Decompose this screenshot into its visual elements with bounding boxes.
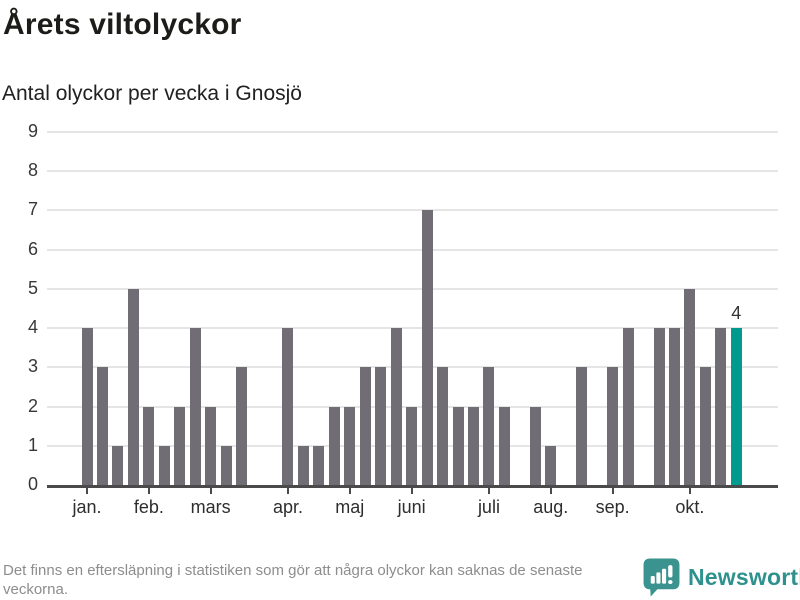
bar-week-7 xyxy=(174,406,186,485)
gridline-y4 xyxy=(47,327,778,330)
bar-week-39 xyxy=(668,328,680,485)
y-axis-label-8: 8 xyxy=(27,160,38,181)
x-tick-okt xyxy=(688,488,691,494)
bar-week-27 xyxy=(483,367,495,485)
bar-week-14 xyxy=(282,328,294,485)
x-tick-feb xyxy=(147,488,150,494)
x-axis-label-maj: maj xyxy=(335,497,365,517)
bar-week-42 xyxy=(715,328,727,485)
bar-week-19 xyxy=(359,367,371,485)
y-axis-label-3: 3 xyxy=(27,356,38,377)
y-axis-label-9: 9 xyxy=(27,121,38,141)
x-axis-label-sep: sep. xyxy=(595,497,630,517)
gridline-y5 xyxy=(47,287,778,290)
x-axis-label-aug: aug. xyxy=(533,497,569,517)
footer-note: Det finns en eftersläpning i statistiken… xyxy=(3,562,583,598)
gridline-y6 xyxy=(47,248,778,251)
bar-week-35 xyxy=(607,367,619,485)
bar-week-15 xyxy=(297,445,309,485)
bar-week-8 xyxy=(189,328,201,485)
bar-week-36 xyxy=(622,328,634,485)
bar-week-38 xyxy=(653,328,665,485)
bar-week-6 xyxy=(158,445,170,485)
bar-week-28 xyxy=(498,406,510,485)
bar-week-11 xyxy=(236,367,248,485)
bar-week-17 xyxy=(328,406,340,485)
x-tick-mars xyxy=(209,488,212,494)
bar-week-1 xyxy=(81,328,93,485)
y-axis-label-7: 7 xyxy=(27,199,38,220)
gridline-y8 xyxy=(47,170,778,173)
bar-week-30 xyxy=(529,406,541,485)
y-axis-label-6: 6 xyxy=(27,238,38,259)
gridline-y3 xyxy=(47,366,778,369)
x-axis-label-okt: okt. xyxy=(675,497,705,517)
bar-week-24 xyxy=(437,367,449,485)
x-axis-label-mars: mars xyxy=(190,497,231,517)
y-axis-label-2: 2 xyxy=(27,395,38,416)
x-tick-aug xyxy=(549,488,552,494)
bar-week-40 xyxy=(684,288,696,485)
x-tick-maj xyxy=(348,488,351,494)
x-tick-juli xyxy=(487,488,490,494)
bar-week-25 xyxy=(452,406,464,485)
gridline-y7 xyxy=(47,209,778,212)
page-title: Årets viltolyckor xyxy=(3,8,242,41)
bar-week-20 xyxy=(375,367,387,485)
bar-week-22 xyxy=(406,406,418,485)
brand-logo: Newsworthy xyxy=(643,558,800,597)
bar-week-10 xyxy=(220,445,232,485)
bar-week-4 xyxy=(127,288,139,485)
bar-week-16 xyxy=(313,445,325,485)
x-axis-label-feb: feb. xyxy=(133,497,164,517)
bar-week-9 xyxy=(205,406,217,485)
brand-name: Newsworthy xyxy=(688,564,800,590)
bar-week-2 xyxy=(96,367,108,485)
x-axis-line xyxy=(47,485,778,488)
bar-week-31 xyxy=(545,445,557,485)
x-tick-sep xyxy=(611,488,614,494)
y-axis-label-4: 4 xyxy=(27,317,38,338)
highlight-value-label: 4 xyxy=(731,303,742,324)
bar-week-3 xyxy=(112,445,124,485)
x-axis-label-juli: juli xyxy=(477,497,500,517)
x-axis-label-juni: juni xyxy=(397,497,426,517)
bar-week-5 xyxy=(143,406,155,485)
newsworthy-logo-icon xyxy=(643,558,680,597)
x-tick-juni xyxy=(410,488,413,494)
chart-subtitle: Antal olyckor per vecka i Gnosjö xyxy=(2,82,302,105)
x-tick-apr xyxy=(286,488,289,494)
bar-week-43 xyxy=(730,328,742,485)
x-axis-label-jan: jan. xyxy=(72,497,102,517)
bar-week-21 xyxy=(390,328,402,485)
y-axis-label-5: 5 xyxy=(27,277,38,298)
x-tick-jan xyxy=(86,488,88,494)
y-axis-label-1: 1 xyxy=(27,434,38,455)
bar-week-23 xyxy=(421,210,433,485)
bar-week-26 xyxy=(468,406,479,485)
gridline-y9 xyxy=(47,131,778,133)
bar-week-41 xyxy=(699,367,711,485)
y-axis-label-0: 0 xyxy=(27,474,38,494)
bar-week-33 xyxy=(576,367,588,485)
bar-week-18 xyxy=(344,406,356,485)
x-axis-label-apr: apr. xyxy=(272,497,303,517)
